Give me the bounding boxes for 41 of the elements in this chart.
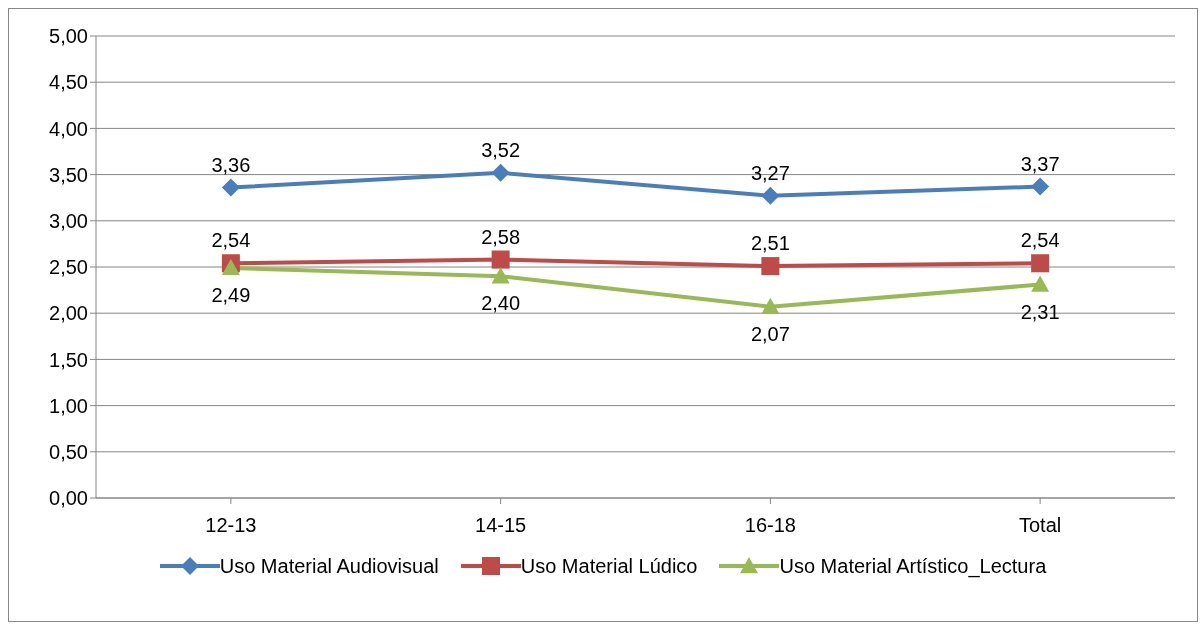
- point: [221, 178, 240, 197]
- y-tick-label: 1,00: [49, 394, 88, 417]
- data-label: 2,40: [481, 292, 521, 315]
- legend-label: Uso Material Artístico_Lectura: [779, 554, 1047, 578]
- y-tick-label: 0,00: [49, 487, 88, 510]
- data-label: 2,51: [750, 232, 790, 255]
- point: [491, 250, 510, 269]
- data-label: 3,27: [750, 161, 790, 184]
- data-label: 2,49: [211, 283, 251, 306]
- data-label: 2,54: [1020, 229, 1060, 252]
- legend-label: Uso Material Lúdico: [520, 554, 698, 578]
- point: [761, 186, 780, 205]
- legend-label: Uso Material Audiovisual: [219, 554, 439, 578]
- y-tick-label: 3,50: [49, 163, 88, 186]
- y-tick-label: 2,00: [49, 302, 88, 325]
- x-tick-label: Total: [1019, 514, 1062, 537]
- y-tick-label: 5,00: [49, 25, 88, 48]
- point: [491, 267, 510, 284]
- y-tick-label: 3,00: [49, 209, 88, 232]
- data-label: 3,52: [481, 138, 521, 161]
- point: [491, 163, 510, 182]
- y-tick-label: 1,50: [49, 348, 88, 371]
- point: [761, 257, 780, 276]
- data-label: 3,36: [211, 153, 251, 176]
- x-tick-label: 16-18: [744, 514, 796, 537]
- point: [1031, 254, 1050, 273]
- data-label: 2,54: [211, 229, 251, 252]
- data-label: 2,58: [481, 225, 521, 248]
- data-label: 3,37: [1020, 152, 1060, 175]
- point: [761, 297, 780, 314]
- point: [221, 258, 240, 276]
- y-tick-label: 0,50: [49, 440, 88, 463]
- data-label: 2,31: [1020, 300, 1060, 323]
- x-tick-label: 12-13: [205, 514, 257, 537]
- x-tick-label: 14-15: [475, 514, 527, 537]
- data-label: 2,07: [750, 322, 790, 345]
- point: [1031, 177, 1050, 196]
- y-tick-label: 2,50: [49, 256, 88, 279]
- point: [1031, 275, 1050, 292]
- y-tick-label: 4,50: [49, 71, 88, 94]
- y-tick-label: 4,00: [49, 117, 88, 140]
